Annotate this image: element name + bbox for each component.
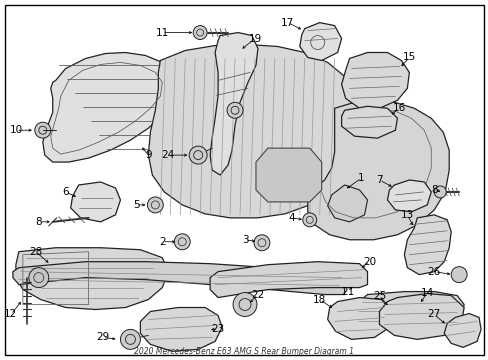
Circle shape <box>233 293 256 316</box>
Text: 14: 14 <box>420 288 433 298</box>
Polygon shape <box>16 248 168 310</box>
Polygon shape <box>327 185 367 222</box>
Polygon shape <box>299 23 341 60</box>
Polygon shape <box>354 292 463 329</box>
Text: 27: 27 <box>427 310 440 319</box>
Text: 10: 10 <box>9 125 22 135</box>
Text: 2: 2 <box>159 237 165 247</box>
Circle shape <box>120 329 140 349</box>
Text: 26: 26 <box>427 267 440 276</box>
Text: 25: 25 <box>372 291 386 301</box>
Circle shape <box>147 197 163 213</box>
Circle shape <box>193 26 207 40</box>
Text: 28: 28 <box>29 247 42 257</box>
Text: 9: 9 <box>145 150 151 160</box>
Circle shape <box>29 268 49 288</box>
Text: 13: 13 <box>400 210 413 220</box>
Circle shape <box>174 234 190 250</box>
Text: 4: 4 <box>288 213 295 223</box>
Text: 6: 6 <box>62 187 69 197</box>
Polygon shape <box>42 53 175 162</box>
Text: 11: 11 <box>155 28 168 37</box>
Polygon shape <box>307 100 448 240</box>
Text: 18: 18 <box>312 294 325 305</box>
Polygon shape <box>386 180 430 212</box>
Circle shape <box>226 102 243 118</box>
Polygon shape <box>13 262 344 294</box>
Polygon shape <box>210 32 258 175</box>
Polygon shape <box>71 182 120 222</box>
Polygon shape <box>341 53 408 108</box>
Text: 21: 21 <box>340 287 353 297</box>
Text: 19: 19 <box>248 33 261 44</box>
Polygon shape <box>210 262 367 298</box>
Circle shape <box>35 122 51 138</box>
Polygon shape <box>327 298 390 339</box>
Text: 23: 23 <box>211 324 224 334</box>
Text: 2020 Mercedes-Benz E63 AMG S Rear Bumper Diagram 1: 2020 Mercedes-Benz E63 AMG S Rear Bumper… <box>134 347 353 356</box>
Text: 8: 8 <box>430 185 437 195</box>
Text: 17: 17 <box>281 18 294 28</box>
Text: 20: 20 <box>362 257 375 267</box>
Text: 16: 16 <box>392 103 405 113</box>
Text: 8: 8 <box>36 217 42 227</box>
Polygon shape <box>443 314 480 347</box>
Text: 3: 3 <box>241 235 248 245</box>
Polygon shape <box>379 293 463 339</box>
Text: 1: 1 <box>358 173 364 183</box>
Text: 22: 22 <box>251 289 264 300</box>
Circle shape <box>302 213 316 227</box>
Text: 15: 15 <box>402 53 415 63</box>
Text: 29: 29 <box>96 332 109 342</box>
Circle shape <box>450 267 466 283</box>
Circle shape <box>433 186 446 198</box>
Text: 12: 12 <box>4 310 18 319</box>
Circle shape <box>253 235 269 251</box>
Text: 24: 24 <box>162 150 175 160</box>
Circle shape <box>189 146 207 164</box>
Polygon shape <box>255 148 321 202</box>
Text: 5: 5 <box>133 200 140 210</box>
Polygon shape <box>404 215 450 275</box>
Polygon shape <box>140 307 222 351</box>
Polygon shape <box>148 45 359 218</box>
Polygon shape <box>341 106 397 138</box>
Text: 7: 7 <box>375 175 382 185</box>
